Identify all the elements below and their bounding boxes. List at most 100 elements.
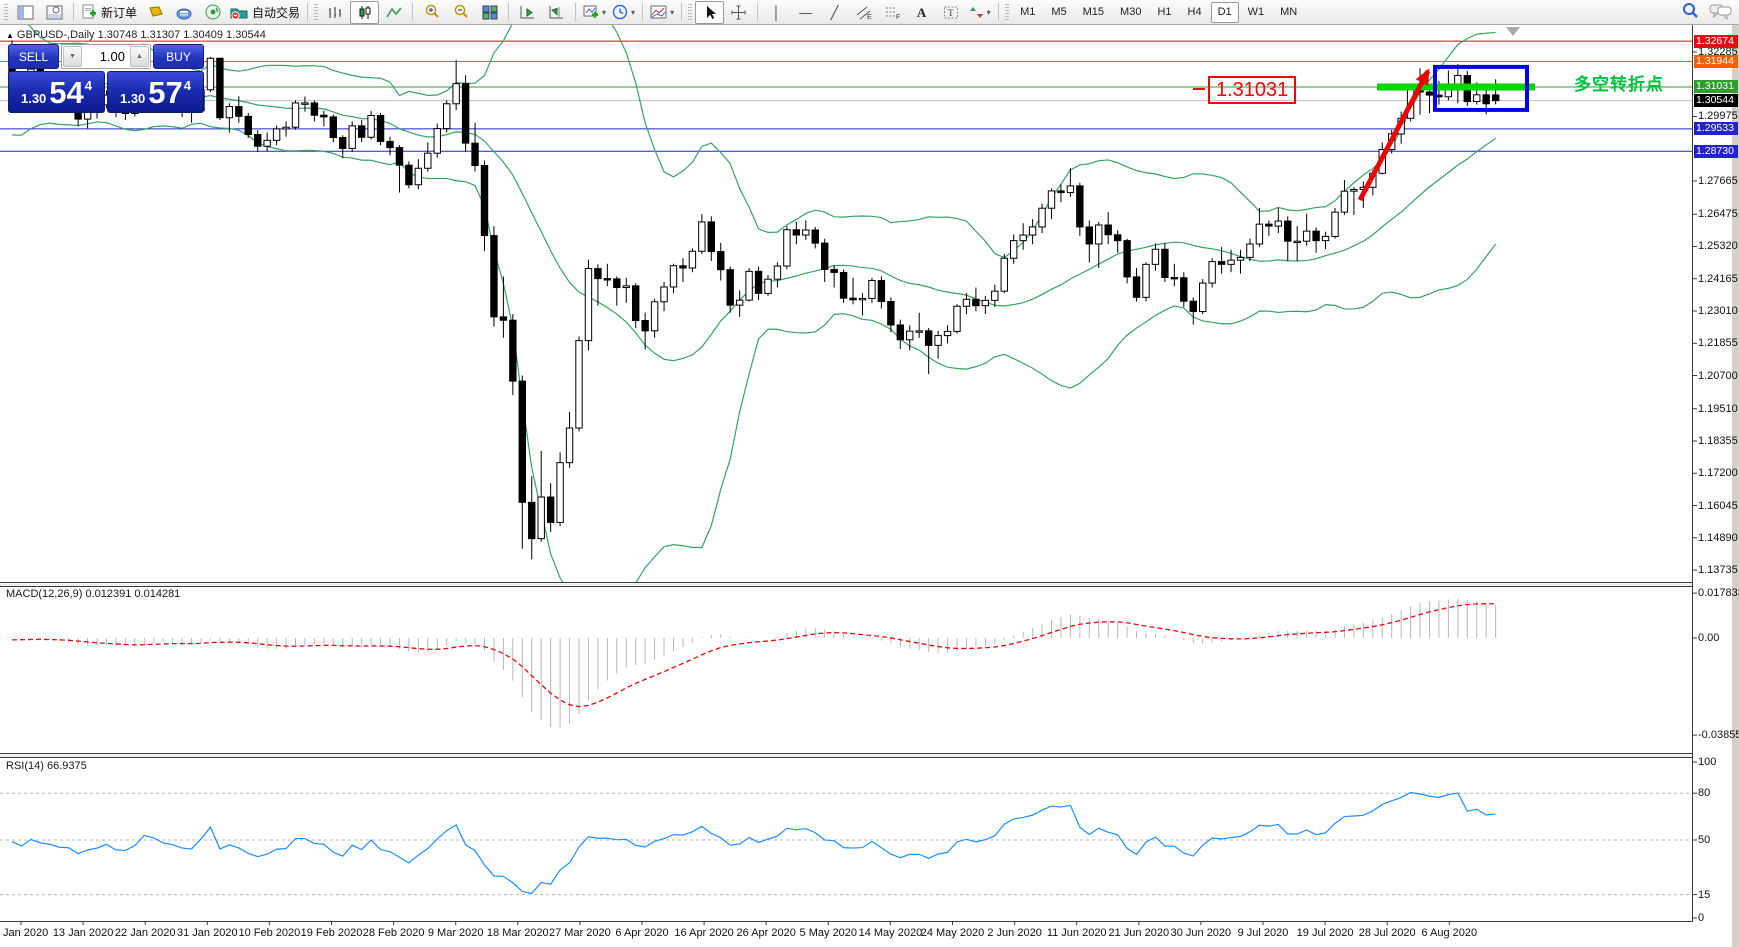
candlestick-mode-button[interactable] (350, 0, 380, 24)
collapse-triangle-icon[interactable]: ▲ (6, 31, 14, 40)
auto-scroll-button[interactable] (513, 1, 542, 24)
buy-quote-button[interactable]: 1.30 57 4 (107, 71, 204, 113)
chat-icon[interactable] (1709, 3, 1733, 20)
price-axis-tick[interactable]: 1.25320 (1698, 240, 1738, 253)
date-axis-label[interactable]: 13 Jan 2020 (52, 927, 114, 939)
macd-axis-tick[interactable]: 0.017833 (1698, 587, 1739, 600)
price-axis-tick[interactable]: 1.19510 (1698, 402, 1738, 415)
timeframe-h4-button[interactable]: H4 (1187, 6, 1202, 18)
toggle-terminal-button[interactable] (40, 1, 69, 24)
timeframe-m30-button[interactable]: M30 (1120, 6, 1142, 18)
timeframe-m15-button[interactable]: M15 (1082, 6, 1105, 18)
rsi-axis-tick[interactable]: 0 (1698, 912, 1705, 924)
sell-button[interactable]: SELL (8, 44, 59, 69)
date-axis-label[interactable]: 2 Jun 2020 (987, 927, 1042, 939)
price-axis-tick[interactable]: 1.23010 (1698, 305, 1738, 317)
date-axis-label[interactable]: 10 Feb 2020 (238, 927, 301, 939)
profiles-button[interactable]: ▾ (609, 1, 638, 24)
trendline-tool-button[interactable]: ╱ (820, 1, 849, 24)
chart-shift-marker-icon[interactable] (1506, 27, 1520, 36)
market-watch-button[interactable] (140, 1, 169, 24)
date-axis-label[interactable]: 26 Apr 2020 (736, 927, 796, 939)
channel-tool-button[interactable]: E (849, 1, 878, 24)
turning-point-annotation[interactable]: 多空转折点 (1574, 75, 1664, 94)
timeframe-mn-button[interactable]: MN (1280, 6, 1298, 18)
price-axis-tick[interactable]: 1.14890 (1698, 531, 1738, 544)
indicators-button[interactable]: ▾ (647, 1, 677, 24)
date-axis-label[interactable]: 31 Jan 2020 (177, 927, 238, 939)
price-axis-tick[interactable]: 1.32285 (1698, 45, 1738, 58)
timeframe-m1-button[interactable]: M1 (1020, 6, 1036, 18)
date-axis-label[interactable]: 21 Jun 2020 (1108, 927, 1170, 939)
macd-axis-tick[interactable]: 0.00 (1698, 632, 1720, 644)
date-axis-label[interactable]: 3 Jan 2020 (0, 927, 49, 939)
toolbar-drag-handle[interactable] (1005, 4, 1010, 20)
rsi-axis-tick[interactable]: 80 (1698, 787, 1711, 800)
line-chart-mode-button[interactable] (379, 1, 408, 24)
date-axis-label[interactable]: 18 Mar 2020 (486, 927, 549, 939)
arrows-tool-button[interactable]: ▾ (965, 1, 994, 24)
price-axis-tick[interactable]: 1.13735 (1698, 564, 1738, 577)
cursor-tool-button[interactable] (695, 0, 725, 24)
price-axis-tick[interactable]: 1.27665 (1698, 174, 1738, 187)
date-axis-label[interactable]: 28 Jul 2020 (1358, 927, 1416, 939)
price-axis-tick[interactable]: 1.18355 (1698, 435, 1738, 448)
price-axis-tick[interactable]: 1.20700 (1698, 369, 1738, 382)
date-axis-label[interactable]: 28 Feb 2020 (362, 927, 425, 939)
date-axis-label[interactable]: 5 May 2020 (799, 927, 858, 939)
new-order-button[interactable]: 新订单 (78, 1, 140, 24)
timeframe-d1-button[interactable]: D1 (1210, 1, 1239, 23)
date-axis-label[interactable]: 19 Jul 2020 (1296, 927, 1354, 939)
autotrading-button[interactable]: 自动交易 (227, 1, 303, 24)
fibonacci-tool-button[interactable]: F (878, 1, 907, 24)
date-axis-label[interactable]: 30 Jun 2020 (1170, 927, 1232, 939)
date-axis-label[interactable]: 9 Mar 2020 (427, 927, 484, 939)
date-axis-label[interactable]: 9 Jul 2020 (1237, 927, 1289, 939)
text-tool-button[interactable]: A (907, 1, 936, 24)
chart-shift-button[interactable] (542, 1, 571, 24)
zoom-out-button[interactable] (446, 1, 475, 24)
new-chart-button[interactable]: ▾ (580, 1, 609, 24)
toolbar-drag-handle[interactable] (688, 4, 693, 20)
macd-axis-tick[interactable]: -0.038559 (1698, 729, 1739, 742)
date-axis-label[interactable]: 19 Feb 2020 (300, 927, 363, 939)
date-axis-label[interactable]: 6 Apr 2020 (615, 927, 669, 939)
timeframe-h1-button[interactable]: H1 (1157, 6, 1172, 18)
toolbar-drag-handle[interactable] (4, 4, 8, 20)
horizontal-line-tool-button[interactable]: — (791, 1, 820, 24)
date-axis-label[interactable]: 22 Jan 2020 (114, 927, 176, 939)
buy-button[interactable]: BUY (153, 44, 204, 69)
price-axis-tick[interactable]: 1.17200 (1698, 467, 1738, 480)
zoom-in-button[interactable] (417, 1, 446, 24)
timeframe-w1-button[interactable]: W1 (1247, 6, 1265, 18)
volume-decrease-button[interactable]: ▼ (63, 46, 82, 67)
bar-chart-mode-button[interactable] (321, 1, 350, 24)
data-window-button[interactable] (169, 1, 198, 24)
price-level-label[interactable]: 1.31031 (1208, 76, 1297, 104)
toolbar-drag-handle[interactable] (314, 4, 319, 20)
crosshair-tool-button[interactable] (724, 1, 753, 24)
rsi-axis-tick[interactable]: 100 (1698, 756, 1717, 768)
date-axis-label[interactable]: 16 Apr 2020 (674, 927, 734, 939)
price-axis-tick[interactable]: 1.16045 (1698, 499, 1738, 512)
vertical-line-tool-button[interactable]: │ (762, 1, 791, 24)
price-axis-tick[interactable]: 1.29975 (1698, 110, 1738, 123)
navigator-button[interactable] (198, 1, 227, 24)
date-axis-label[interactable]: 27 Mar 2020 (549, 927, 611, 939)
timeframe-m5-button[interactable]: M5 (1051, 6, 1067, 18)
price-axis-tick[interactable]: 1.24165 (1698, 272, 1738, 285)
text-label-tool-button[interactable]: T (936, 1, 965, 24)
toggle-market-watch-button[interactable] (11, 1, 40, 24)
price-axis-tick[interactable]: 1.21855 (1698, 337, 1738, 350)
date-axis-label[interactable]: 11 Jun 2020 (1046, 927, 1107, 939)
date-axis-label[interactable]: 14 May 2020 (858, 927, 923, 939)
rsi-axis-tick[interactable]: 15 (1698, 888, 1711, 901)
volume-increase-button[interactable]: ▲ (130, 46, 149, 67)
price-axis-tick[interactable]: 1.26475 (1698, 208, 1738, 221)
search-icon[interactable] (1681, 2, 1699, 20)
date-axis-label[interactable]: 24 May 2020 (920, 927, 985, 939)
rsi-axis-tick[interactable]: 50 (1698, 834, 1711, 846)
tile-windows-button[interactable] (475, 1, 504, 24)
sell-quote-button[interactable]: 1.30 54 4 (8, 71, 105, 113)
